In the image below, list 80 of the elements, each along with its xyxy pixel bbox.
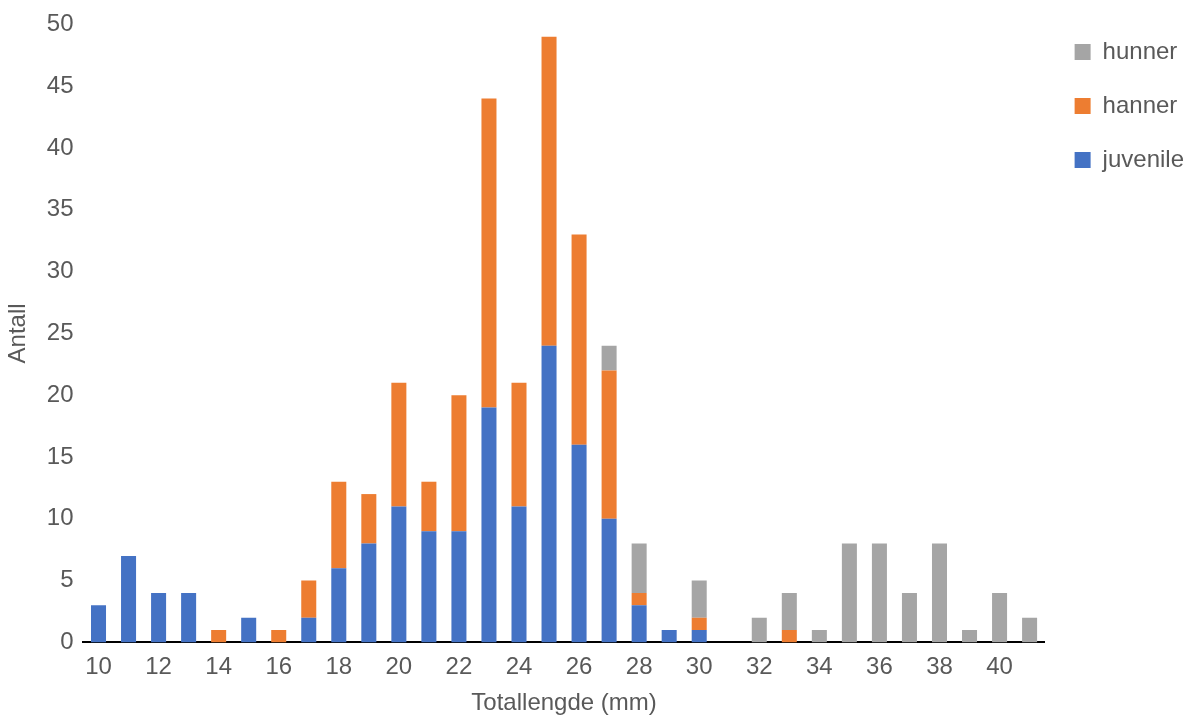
y-tick-label: 30	[46, 256, 74, 284]
x-tick-label: 14	[205, 652, 232, 680]
y-tick-label: 40	[46, 132, 74, 160]
bar	[691, 630, 707, 643]
bar	[511, 382, 527, 507]
bar	[601, 370, 617, 519]
bar	[751, 617, 767, 643]
x-tick-label: 30	[685, 652, 713, 680]
bar	[451, 395, 467, 532]
bar	[631, 543, 647, 593]
bar	[601, 518, 617, 643]
x-tick-label: 28	[625, 652, 653, 680]
bar	[121, 555, 137, 643]
x-tick-label: 10	[85, 652, 112, 680]
bar	[781, 630, 797, 643]
x-tick-label: 38	[926, 652, 953, 680]
bar	[211, 630, 227, 643]
bar	[301, 580, 317, 618]
legend-label: juvenile	[1101, 144, 1184, 172]
bar	[811, 630, 827, 643]
legend-label: hanner	[1102, 90, 1178, 118]
y-tick-label: 25	[46, 318, 74, 346]
bar	[841, 543, 857, 643]
bar	[91, 605, 107, 643]
bar	[151, 592, 167, 643]
x-tick-label: 24	[505, 652, 533, 680]
x-tick-label: 20	[385, 652, 413, 680]
bar	[481, 98, 497, 408]
x-axis-title: Totallengde (mm)	[471, 688, 657, 716]
bar	[421, 531, 437, 643]
bar	[241, 617, 257, 643]
y-tick-label: 35	[46, 194, 74, 222]
legend-label: hunner	[1102, 36, 1178, 64]
y-axis-title: Antall	[3, 303, 31, 364]
y-tick-label: 20	[46, 379, 74, 407]
bar	[541, 36, 557, 346]
bar	[331, 568, 347, 643]
y-tick-label: 5	[60, 565, 74, 593]
bar	[331, 481, 347, 569]
bar	[992, 592, 1008, 643]
bar	[931, 543, 947, 643]
bar	[1022, 617, 1038, 643]
y-tick-label: 10	[46, 503, 74, 531]
y-tick-label: 0	[60, 627, 74, 655]
y-tick-label: 50	[46, 9, 74, 37]
bar	[421, 481, 437, 532]
bar	[571, 234, 587, 445]
bar	[541, 345, 557, 643]
bar	[391, 506, 407, 643]
bar	[901, 592, 917, 643]
bar	[511, 506, 527, 643]
bar	[361, 494, 377, 544]
bar	[451, 531, 467, 643]
bar	[962, 630, 978, 643]
bar	[481, 407, 497, 643]
y-tick-label: 15	[46, 441, 74, 469]
x-tick-label: 40	[986, 652, 1013, 680]
bar	[271, 630, 287, 643]
bar	[871, 543, 887, 643]
x-tick-label: 22	[445, 652, 473, 680]
bar	[181, 592, 197, 643]
x-tick-label: 34	[806, 652, 833, 680]
x-tick-label: 26	[565, 652, 593, 680]
bar	[631, 592, 647, 606]
x-tick-label: 16	[265, 652, 293, 680]
bar	[781, 592, 797, 631]
x-tick-label: 18	[325, 652, 353, 680]
x-tick-label: 32	[745, 652, 773, 680]
bar	[631, 605, 647, 643]
bar	[691, 617, 707, 631]
bar	[301, 617, 317, 643]
bar	[601, 345, 617, 371]
bar	[571, 444, 587, 643]
bar	[661, 630, 677, 643]
bar	[691, 580, 707, 618]
x-tick-label: 36	[866, 652, 893, 680]
y-tick-label: 45	[46, 70, 74, 98]
x-tick-label: 12	[145, 652, 172, 680]
bar	[391, 382, 407, 507]
bar	[361, 543, 377, 643]
